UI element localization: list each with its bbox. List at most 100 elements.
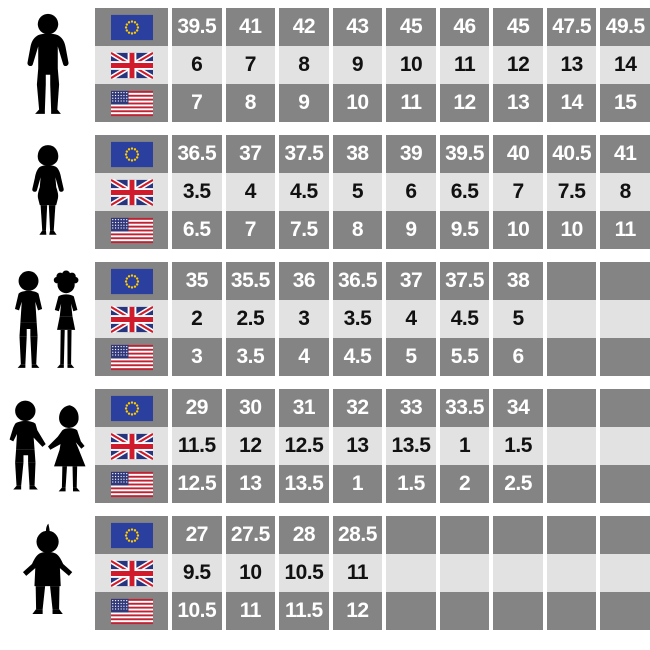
size-cell: 3.5 (332, 300, 383, 338)
size-cell: 35 (172, 262, 222, 300)
size-cell: 13 (225, 465, 276, 503)
size-cell: 33.5 (439, 389, 490, 427)
size-cell: 7 (225, 211, 276, 249)
uk-flag-icon (95, 173, 168, 211)
size-cell: 15 (600, 84, 650, 122)
us-flag-icon (95, 592, 168, 630)
size-cell: 11 (386, 84, 436, 122)
size-cell: 11.5 (279, 592, 329, 630)
size-cell: 10 (493, 211, 543, 249)
empty-size-cell (600, 338, 650, 376)
size-cell: 2 (172, 300, 222, 338)
eu-flag-icon (95, 389, 168, 427)
size-cell: 6.5 (439, 173, 490, 211)
empty-size-cell (546, 592, 597, 630)
size-cell: 6 (386, 173, 436, 211)
empty-size-cell (386, 554, 436, 592)
size-cell: 7.5 (546, 173, 597, 211)
size-cell: 5 (493, 300, 543, 338)
us-flag-icon (95, 84, 168, 122)
size-cell: 4 (386, 300, 436, 338)
empty-size-cell (439, 554, 490, 592)
size-cell: 2 (439, 465, 490, 503)
empty-size-cell (439, 592, 490, 630)
woman-silhouette-icon (0, 135, 95, 249)
size-cell: 6 (493, 338, 543, 376)
size-cell: 12.5 (279, 427, 329, 465)
size-cell: 11.5 (172, 427, 222, 465)
size-cell: 13 (332, 427, 383, 465)
size-cell: 37 (225, 135, 276, 173)
size-cell: 9 (279, 84, 329, 122)
size-cell: 9 (386, 211, 436, 249)
size-cell: 34 (493, 389, 543, 427)
uk-flag-icon (95, 427, 168, 465)
size-cell: 11 (225, 592, 276, 630)
size-cell: 41 (225, 8, 276, 46)
size-table: 35 35.5 36 36.5 37 37.5 38 2 2.5 3 3.5 4 4.5 5 3 3.5 4 4… (95, 262, 650, 376)
size-table: 36.5 37 37.5 38 39 39.5 40 40.5 41 3.5 4 4.5 5 6 6.5 7… (95, 135, 650, 249)
size-cell: 36 (279, 262, 329, 300)
size-cell: 13.5 (279, 465, 329, 503)
size-cell: 11 (439, 46, 490, 84)
size-cell: 39 (386, 135, 436, 173)
size-cell: 12 (493, 46, 543, 84)
us-flag-icon (95, 211, 168, 249)
uk-flag-icon (95, 46, 168, 84)
size-cell: 5.5 (439, 338, 490, 376)
size-cell: 6.5 (172, 211, 222, 249)
size-cell: 3.5 (172, 173, 222, 211)
size-cell: 10 (546, 211, 597, 249)
us-flag-icon (95, 465, 168, 503)
size-cell: 1 (439, 427, 490, 465)
size-cell: 4 (279, 338, 329, 376)
children-silhouette-icon (0, 262, 95, 376)
size-cell: 39.5 (439, 135, 490, 173)
size-cell: 12.5 (172, 465, 222, 503)
size-cell: 13 (493, 84, 543, 122)
size-cell: 33 (386, 389, 436, 427)
eu-flag-icon (95, 8, 168, 46)
empty-size-cell (439, 516, 490, 554)
size-cell: 38 (493, 262, 543, 300)
size-cell: 36.5 (332, 262, 383, 300)
size-cell: 12 (332, 592, 383, 630)
empty-size-cell (493, 516, 543, 554)
size-cell: 36.5 (172, 135, 222, 173)
size-cell: 10.5 (279, 554, 329, 592)
size-cell: 4.5 (439, 300, 490, 338)
empty-size-cell (546, 300, 597, 338)
size-cell: 2.5 (493, 465, 543, 503)
eu-flag-icon (95, 516, 168, 554)
empty-size-cell (600, 300, 650, 338)
empty-size-cell (546, 262, 597, 300)
size-cell: 35.5 (225, 262, 276, 300)
eu-flag-icon (95, 262, 168, 300)
size-cell: 31 (279, 389, 329, 427)
size-group-children: 35 35.5 36 36.5 37 37.5 38 2 2.5 3 3.5 4 4.5 5 3 3.5 4 4… (0, 262, 650, 376)
size-cell: 42 (279, 8, 329, 46)
size-cell: 27 (172, 516, 222, 554)
size-cell: 7 (493, 173, 543, 211)
empty-size-cell (600, 554, 650, 592)
size-cell: 7 (172, 84, 222, 122)
empty-size-cell (600, 389, 650, 427)
size-cell: 29 (172, 389, 222, 427)
size-cell: 9 (332, 46, 383, 84)
shoe-size-chart: 39.5 41 42 43 45 46 45 47.5 49.5 6 7 8 9 10 11 12 13 14 7… (0, 8, 650, 630)
size-cell: 47.5 (546, 8, 597, 46)
empty-size-cell (600, 262, 650, 300)
uk-flag-icon (95, 300, 168, 338)
size-group-woman: 36.5 37 37.5 38 39 39.5 40 40.5 41 3.5 4 4.5 5 6 6.5 7… (0, 135, 650, 249)
size-cell: 49.5 (600, 8, 650, 46)
us-flag-icon (95, 338, 168, 376)
size-cell: 39.5 (172, 8, 222, 46)
empty-size-cell (546, 516, 597, 554)
size-cell: 45 (493, 8, 543, 46)
size-cell: 7 (225, 46, 276, 84)
size-cell: 3 (172, 338, 222, 376)
size-cell: 11 (600, 211, 650, 249)
size-cell: 14 (546, 84, 597, 122)
size-cell: 1.5 (386, 465, 436, 503)
size-cell: 8 (600, 173, 650, 211)
